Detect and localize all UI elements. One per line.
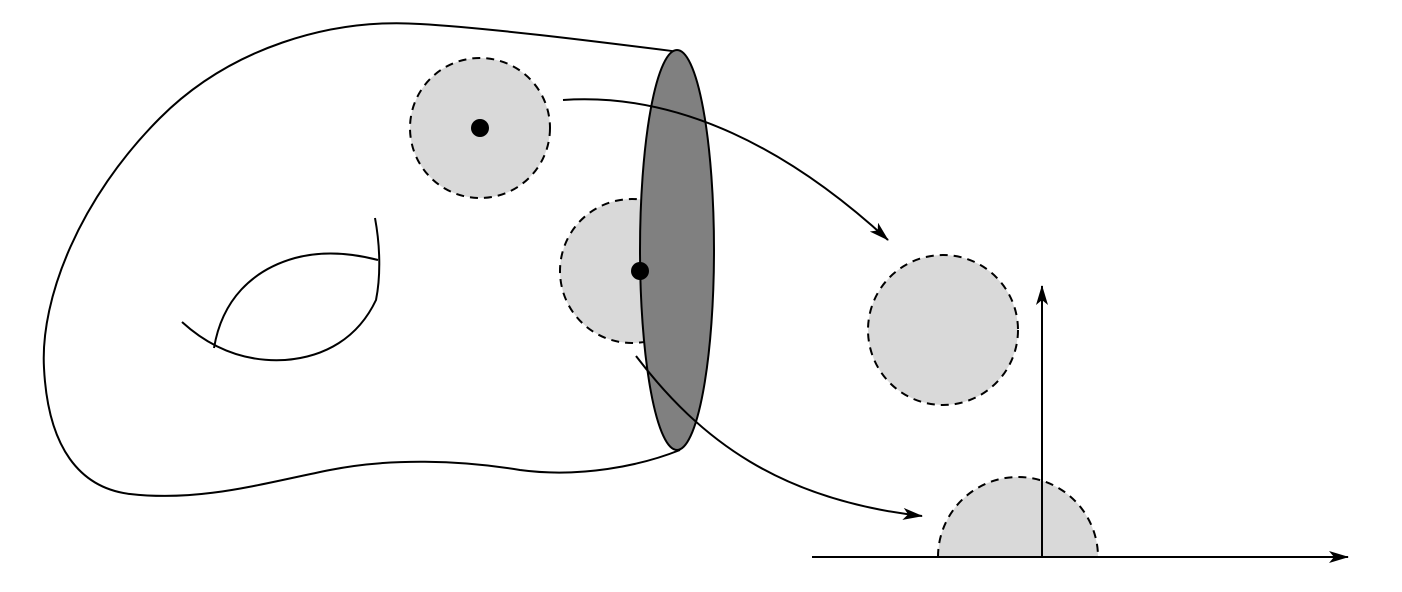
image-half-disk [938,477,1098,557]
boundary-point [631,262,649,280]
image-open-disk [867,254,1019,406]
interior-chart-arrow [562,98,889,241]
handle-lower-curve [181,217,381,362]
image-half-disk-outline [937,476,1099,558]
boundary-circle [639,49,715,451]
boundary-chart-arrow [635,355,923,520]
handle-upper-curve [213,252,379,349]
interior-point [471,119,489,137]
surface-outline [42,22,681,497]
